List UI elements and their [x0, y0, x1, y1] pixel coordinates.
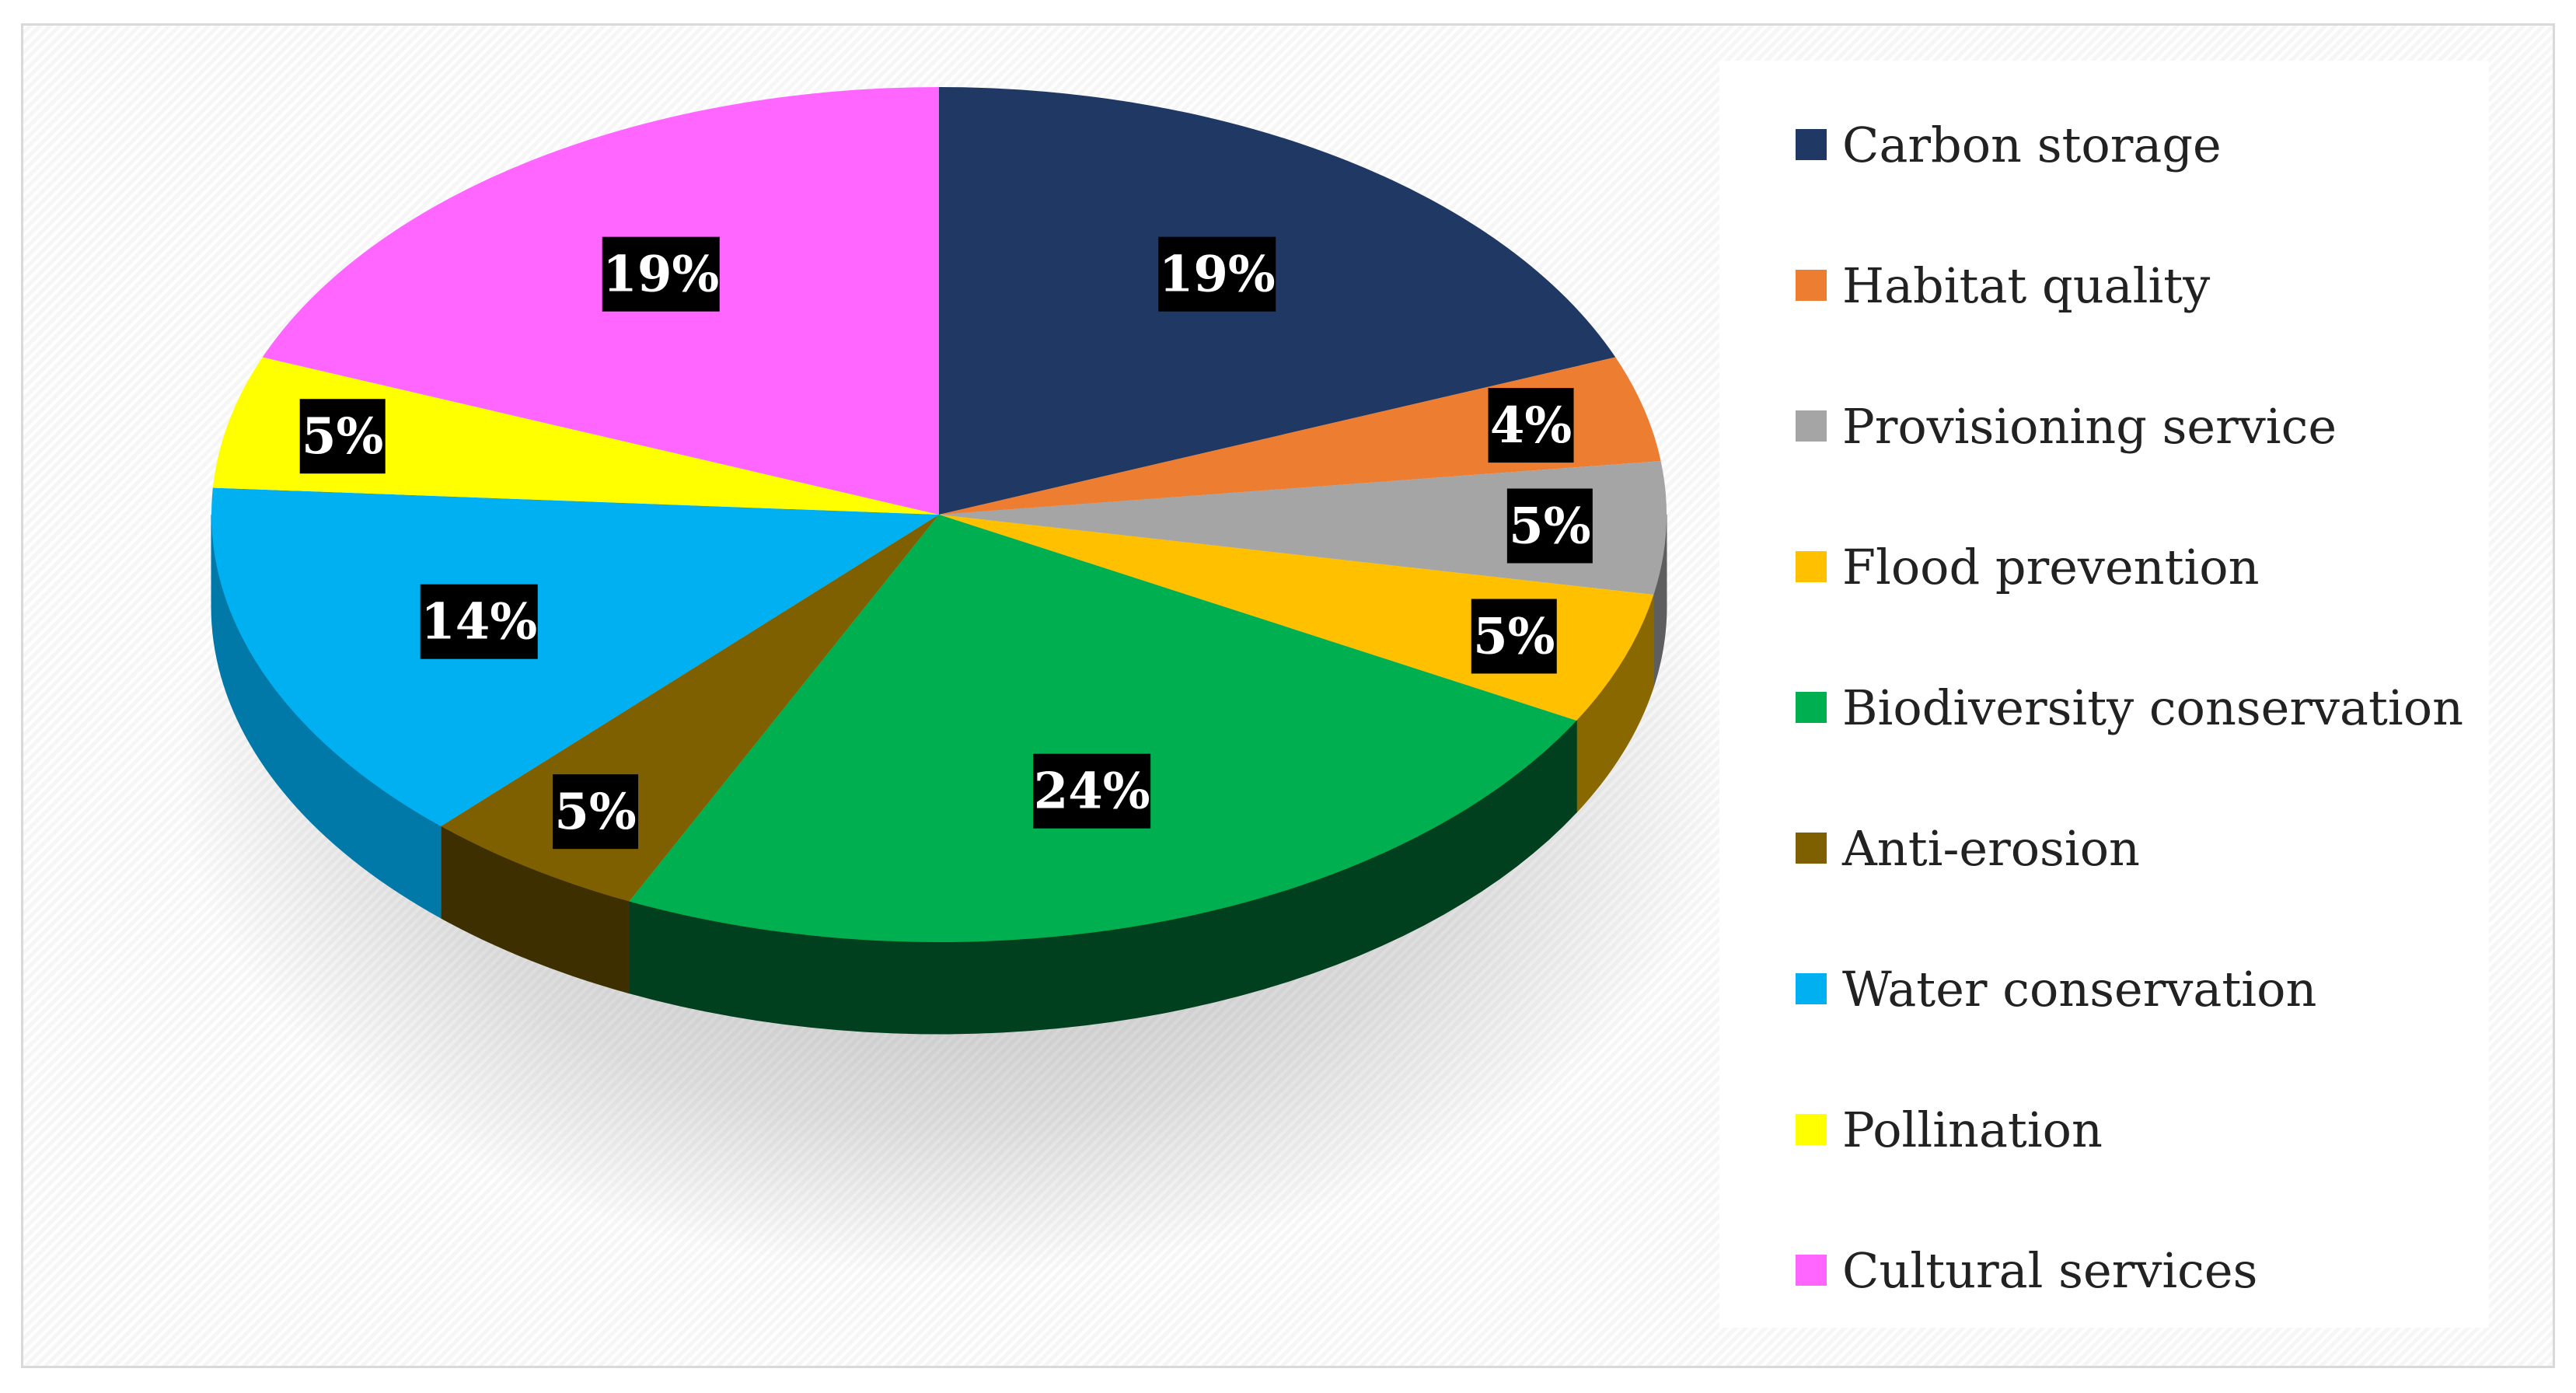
- pie-slice-carbon-storage: [939, 87, 1616, 515]
- legend-item-carbon-storage: Carbon storage: [1796, 98, 2222, 191]
- pie-slices: [211, 87, 1667, 943]
- legend-label: Biodiversity conservation: [1842, 679, 2464, 736]
- legend-swatch: [1796, 410, 1827, 442]
- data-label-carbon-storage: 19%: [1158, 236, 1276, 312]
- legend-item-flood-prevention: Flood prevention: [1796, 520, 2260, 613]
- legend-swatch: [1796, 551, 1827, 582]
- legend: Carbon storage Habitat quality Provisionin…: [1719, 61, 2489, 1328]
- legend-label: Cultural services: [1842, 1241, 2258, 1299]
- data-label-text: 19%: [602, 246, 719, 304]
- data-label-box: [1488, 388, 1574, 463]
- legend-item-pollination: Pollination: [1796, 1083, 2103, 1176]
- data-label-box: [1506, 488, 1593, 564]
- data-label-box: [299, 399, 386, 474]
- data-label-text: 5%: [554, 783, 636, 841]
- pie-slice-provisioning-service: [939, 461, 1667, 595]
- data-label-box: [1471, 599, 1557, 674]
- data-label-anti-erosion: 5%: [553, 774, 639, 850]
- pie-slice-cultural-services: [262, 87, 939, 515]
- data-label-box: [1033, 753, 1151, 829]
- data-label-text: 24%: [1034, 763, 1150, 821]
- data-label-flood-prevention: 5%: [1471, 599, 1557, 674]
- legend-item-anti-erosion: Anti-erosion: [1796, 801, 2140, 895]
- legend-swatch: [1796, 1255, 1827, 1286]
- legend-swatch: [1796, 129, 1827, 160]
- data-label-text: 14%: [421, 593, 537, 651]
- data-label-box: [602, 236, 720, 312]
- legend-item-biodiversity-conservation: Biodiversity conservation: [1796, 661, 2463, 754]
- data-label-text: 19%: [1159, 246, 1276, 304]
- legend-swatch: [1796, 1114, 1827, 1145]
- data-label-habitat-quality: 4%: [1488, 388, 1574, 463]
- data-label-box: [553, 774, 639, 850]
- data-label-cultural-services: 19%: [602, 236, 720, 312]
- legend-item-habitat-quality: Habitat quality: [1796, 239, 2210, 332]
- legend-swatch: [1796, 973, 1827, 1004]
- data-label-box: [1158, 236, 1276, 312]
- data-label-biodiversity-conservation: 24%: [1033, 753, 1151, 829]
- data-label-text: 5%: [1509, 498, 1590, 556]
- pie-slice-habitat-quality: [939, 357, 1661, 515]
- data-label-text: 5%: [302, 407, 383, 466]
- data-label-water-conservation: 14%: [420, 584, 538, 659]
- legend-label: Water conservation: [1842, 960, 2317, 1018]
- legend-item-provisioning-service: Provisioning service: [1796, 379, 2337, 473]
- legend-label: Carbon storage: [1842, 116, 2222, 173]
- legend-swatch: [1796, 270, 1827, 301]
- legend-swatch: [1796, 692, 1827, 723]
- pie-slice-pollination: [212, 357, 939, 515]
- data-label-text: 5%: [1473, 607, 1555, 665]
- legend-label: Provisioning service: [1842, 397, 2337, 455]
- legend-label: Habitat quality: [1842, 257, 2211, 314]
- legend-swatch: [1796, 833, 1827, 864]
- legend-label: Pollination: [1842, 1101, 2103, 1158]
- pie-slice-biodiversity-conservation: [629, 515, 1577, 943]
- data-label-text: 4%: [1490, 396, 1572, 455]
- data-label-provisioning-service: 5%: [1506, 488, 1593, 564]
- legend-label: Anti-erosion: [1842, 819, 2140, 877]
- legend-item-cultural-services: Cultural services: [1796, 1224, 2257, 1317]
- pie-slice-water-conservation: [211, 487, 940, 826]
- data-label-box: [420, 584, 538, 659]
- data-label-pollination: 5%: [299, 399, 386, 474]
- legend-item-water-conservation: Water conservation: [1796, 942, 2316, 1035]
- pie-data-labels: 19% 4% 5% 5% 24% 5% 14% 5% 19%: [299, 236, 1593, 850]
- legend-label: Flood prevention: [1842, 538, 2260, 595]
